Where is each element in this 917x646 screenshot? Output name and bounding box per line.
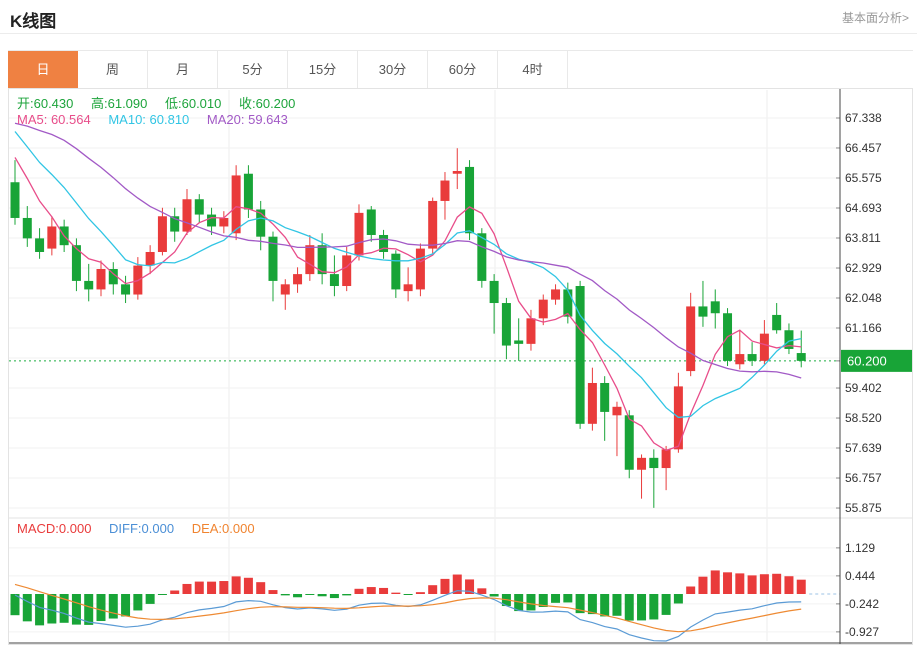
chart-container: 67.338 66.457 65.575 64.693 63.811 62.929 62.0… [8, 88, 913, 645]
svg-text:63.811: 63.811 [845, 231, 881, 245]
svg-text:66.457: 66.457 [845, 141, 882, 155]
ma10-line [14, 131, 802, 419]
svg-text:1.129: 1.129 [845, 541, 875, 555]
tab-0-日[interactable]: 日 [8, 51, 78, 89]
svg-text:65.575: 65.575 [845, 171, 882, 185]
period-tab-bar: 日周月 5分 15分 30分 60分 4时 [8, 50, 913, 89]
diff-line [14, 590, 802, 642]
svg-text:55.875: 55.875 [845, 501, 882, 515]
svg-text:-0.242: -0.242 [845, 597, 879, 611]
svg-text:56.757: 56.757 [845, 471, 882, 485]
tab-1-周[interactable]: 周 [78, 51, 148, 89]
svg-text:62.929: 62.929 [845, 261, 882, 275]
header-divider [0, 33, 917, 34]
kline-chart-canvas[interactable]: 67.338 66.457 65.575 64.693 63.811 62.929 62.0… [9, 89, 912, 644]
ma5-line [14, 157, 802, 452]
svg-text:57.639: 57.639 [845, 441, 882, 455]
tab-4-15分[interactable]: 15分 [288, 51, 358, 89]
dea-line [14, 583, 802, 633]
tab-7-4时[interactable]: 4时 [498, 51, 568, 89]
svg-text:59.402: 59.402 [845, 381, 882, 395]
fundamental-analysis-link[interactable]: 基本面分析> [841, 11, 909, 25]
svg-text:0.444: 0.444 [845, 569, 875, 583]
svg-text:58.520: 58.520 [845, 411, 882, 425]
svg-text:61.166: 61.166 [845, 321, 882, 335]
svg-text:62.048: 62.048 [845, 291, 882, 305]
tab-3-5分[interactable]: 5分 [218, 51, 288, 89]
page-title: K线图 [10, 12, 57, 31]
ma20-line [14, 122, 802, 379]
tab-2-月[interactable]: 月 [148, 51, 218, 89]
svg-text:64.693: 64.693 [845, 201, 882, 215]
tab-5-30分[interactable]: 30分 [358, 51, 428, 89]
svg-text:67.338: 67.338 [845, 111, 882, 125]
current-price-badge: 60.200 [836, 349, 912, 372]
svg-text:60.200: 60.200 [847, 353, 887, 368]
candles-layer [10, 148, 806, 508]
tab-6-60分[interactable]: 60分 [428, 51, 498, 89]
svg-text:-0.927: -0.927 [845, 625, 879, 639]
macd-histogram [10, 570, 806, 626]
